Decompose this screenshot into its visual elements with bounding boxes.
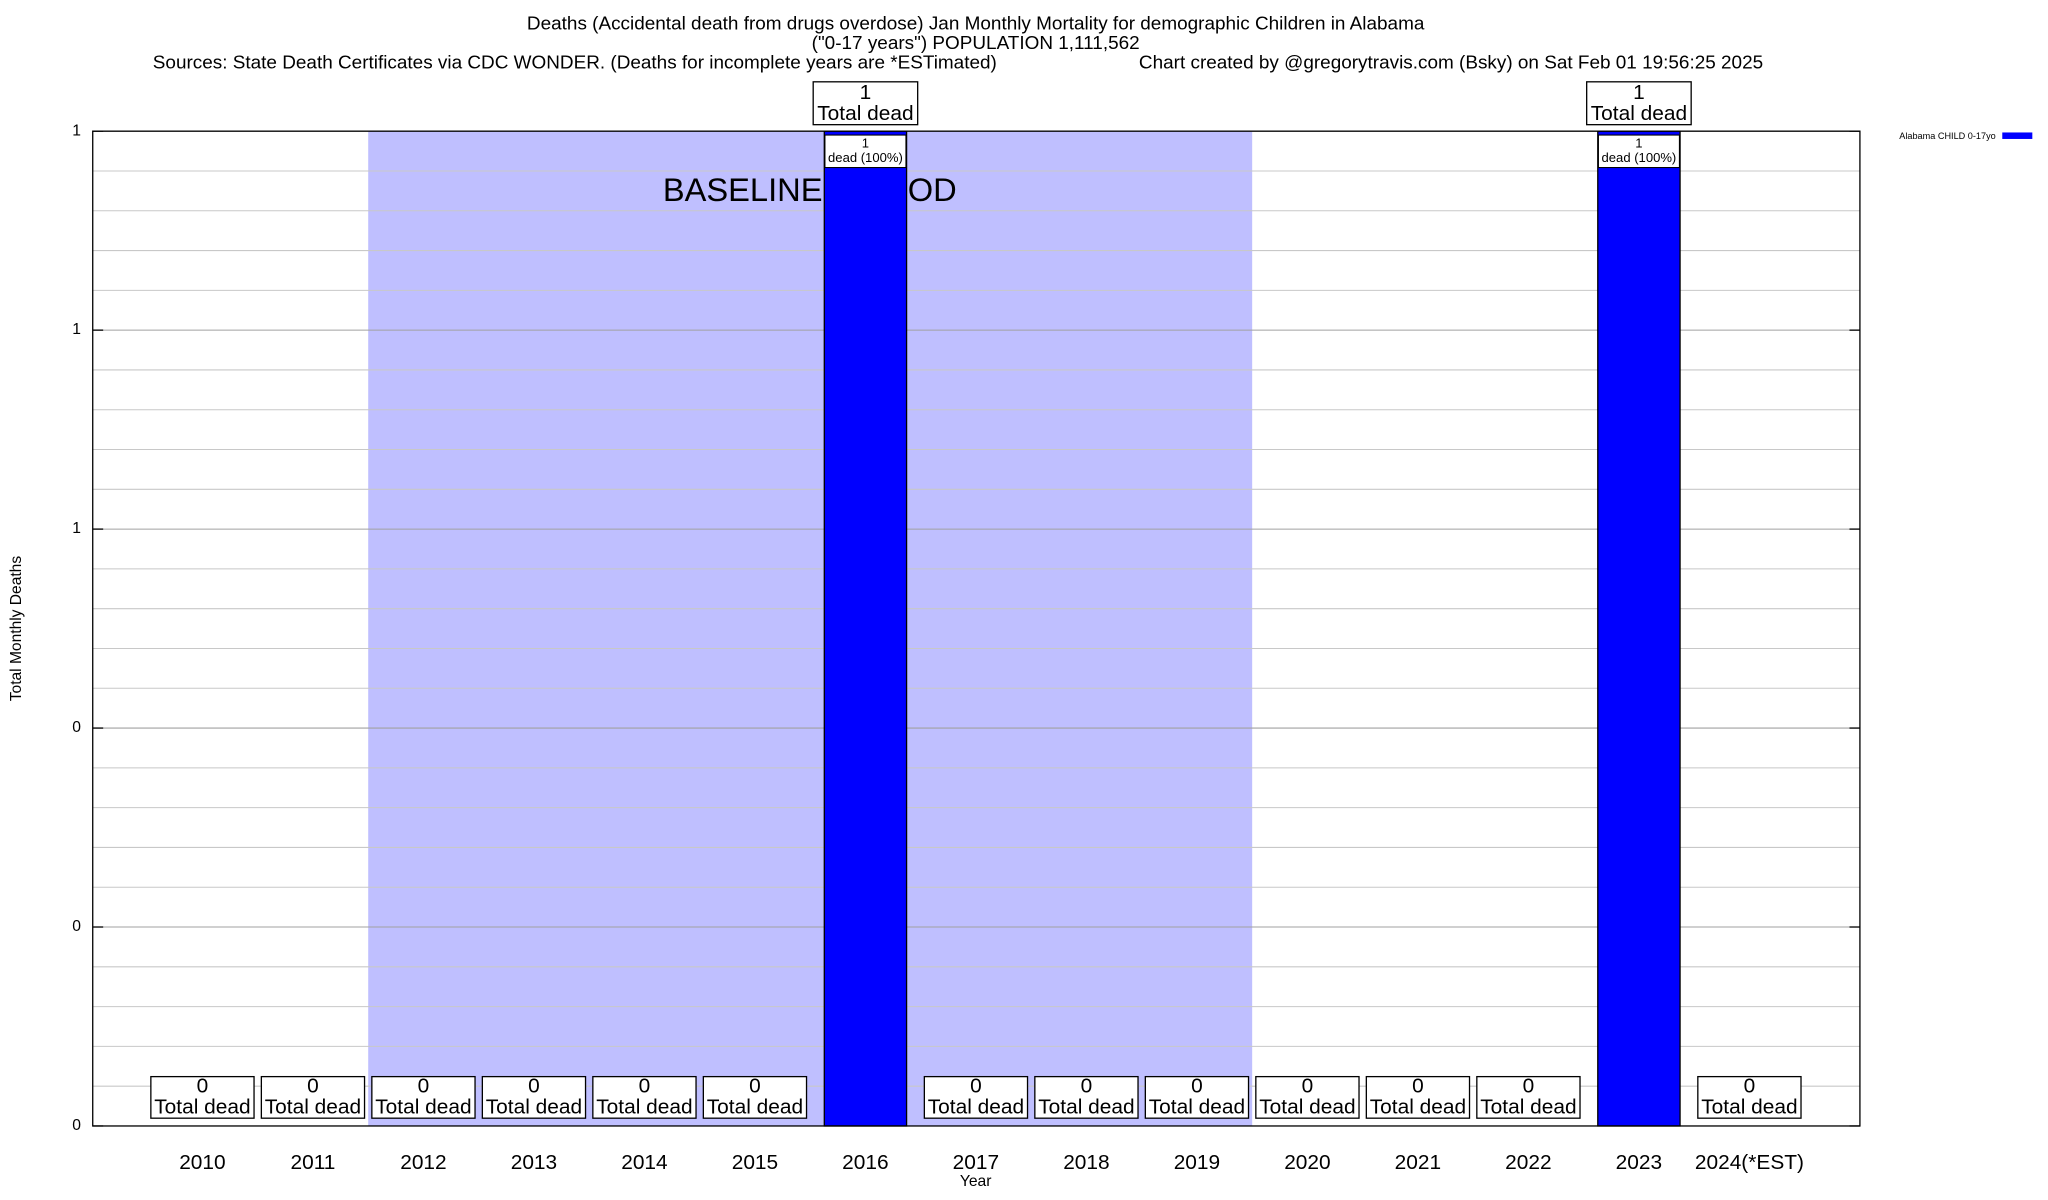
value-label-caption: Total dead [1259, 1095, 1355, 1118]
value-label-box [1255, 1075, 1360, 1119]
value-label-box [1697, 1075, 1802, 1119]
value-label: 0 [749, 1075, 761, 1098]
y-tick-label: 0 [72, 719, 81, 736]
value-label-caption: Total dead [817, 102, 913, 125]
value-label: 0 [197, 1075, 209, 1098]
share-value: 1 [862, 136, 869, 151]
value-label-box [702, 1075, 808, 1119]
x-tick-label: 2019 [1174, 1151, 1220, 1174]
x-tick-label: 2013 [511, 1151, 557, 1174]
plot-frame [92, 130, 1861, 1127]
value-label: 1 [1633, 81, 1645, 104]
value-label-box [260, 1075, 366, 1119]
value-label-caption: Total dead [1591, 102, 1687, 125]
baseline-label: BASELINE PERIOD [663, 172, 957, 208]
share-label: dead (100%) [828, 150, 903, 165]
y-axis-label: Total Monthly Deaths [8, 556, 25, 702]
value-label-caption: Total dead [154, 1095, 250, 1118]
x-tick-label: 2011 [290, 1151, 335, 1174]
y-tick-label: 0 [72, 918, 81, 935]
value-label: 1 [860, 81, 872, 104]
value-label-box [923, 1075, 1029, 1119]
value-label: 0 [1302, 1075, 1314, 1098]
x-tick-label: 2017 [953, 1151, 999, 1174]
value-label-box [1365, 1075, 1471, 1119]
x-tick-label: 2022 [1505, 1151, 1551, 1174]
share-label-box [824, 134, 907, 169]
value-label-caption: Total dead [265, 1095, 361, 1118]
value-label-caption: Total dead [486, 1095, 582, 1118]
x-tick-label: 2018 [1063, 1151, 1109, 1174]
x-tick-label: 2020 [1284, 1151, 1330, 1174]
x-tick-label: 2024(*EST) [1695, 1151, 1804, 1174]
x-tick-label: 2012 [400, 1151, 446, 1174]
chart-title: Deaths (Accidental death from drugs over… [527, 14, 1425, 35]
value-label-caption: Total dead [375, 1095, 471, 1118]
value-label-caption: Total dead [1149, 1095, 1245, 1118]
x-tick-label: 2015 [732, 1151, 778, 1174]
value-label-box [1476, 1075, 1581, 1119]
chart-subtitle: ("0-17 years") POPULATION 1,111,562 [812, 33, 1140, 54]
value-label: 0 [970, 1075, 982, 1098]
x-tick-label: 2021 [1395, 1151, 1441, 1174]
y-tick-label: 1 [72, 321, 81, 338]
value-label-caption: Total dead [596, 1095, 692, 1118]
value-label-caption: Total dead [1370, 1095, 1466, 1118]
value-label: 0 [418, 1075, 430, 1098]
share-label: dead (100%) [1602, 150, 1677, 165]
share-label-box [1597, 134, 1680, 169]
value-label-box [592, 1075, 697, 1119]
value-label: 0 [1412, 1075, 1424, 1098]
baseline-region [368, 131, 1253, 1126]
value-label: 0 [1523, 1075, 1535, 1098]
source-note: Sources: State Death Certificates via CD… [153, 53, 997, 74]
value-label: 0 [1081, 1075, 1093, 1098]
credit-note: Chart created by @gregorytravis.com (Bsk… [1139, 53, 1763, 74]
x-tick-label: 2016 [842, 1151, 888, 1174]
value-label: 0 [528, 1075, 540, 1098]
y-tick-label: 1 [72, 122, 81, 139]
value-label: 0 [639, 1075, 651, 1098]
legend-label: Alabama CHILD 0-17yo [1899, 131, 1995, 141]
value-label: 0 [307, 1075, 319, 1098]
value-label-caption: Total dead [1480, 1095, 1576, 1118]
value-label-box [150, 1075, 255, 1119]
share-value: 1 [1635, 136, 1642, 151]
legend-swatch [2002, 132, 2033, 139]
value-label-box [371, 1075, 476, 1119]
value-label-box [1144, 1075, 1250, 1119]
x-tick-label: 2010 [179, 1151, 225, 1174]
x-tick-label: 2014 [621, 1151, 667, 1174]
y-tick-label: 1 [72, 520, 81, 537]
bar [1597, 130, 1681, 1127]
value-label: 0 [1744, 1075, 1756, 1098]
value-label-caption: Total dead [928, 1095, 1024, 1118]
value-label-caption: Total dead [1701, 1095, 1797, 1118]
x-axis-label: Year [960, 1173, 992, 1190]
value-label-box [1586, 81, 1692, 126]
value-label-box [1034, 1075, 1139, 1119]
value-label-caption: Total dead [707, 1095, 803, 1118]
x-tick-label: 2023 [1616, 1151, 1662, 1174]
bar [823, 130, 908, 1127]
value-label: 0 [1191, 1075, 1203, 1098]
value-label-caption: Total dead [1038, 1095, 1134, 1118]
value-label-box [812, 81, 919, 126]
y-tick-label: 0 [72, 1117, 81, 1134]
value-label-box [481, 1075, 587, 1119]
